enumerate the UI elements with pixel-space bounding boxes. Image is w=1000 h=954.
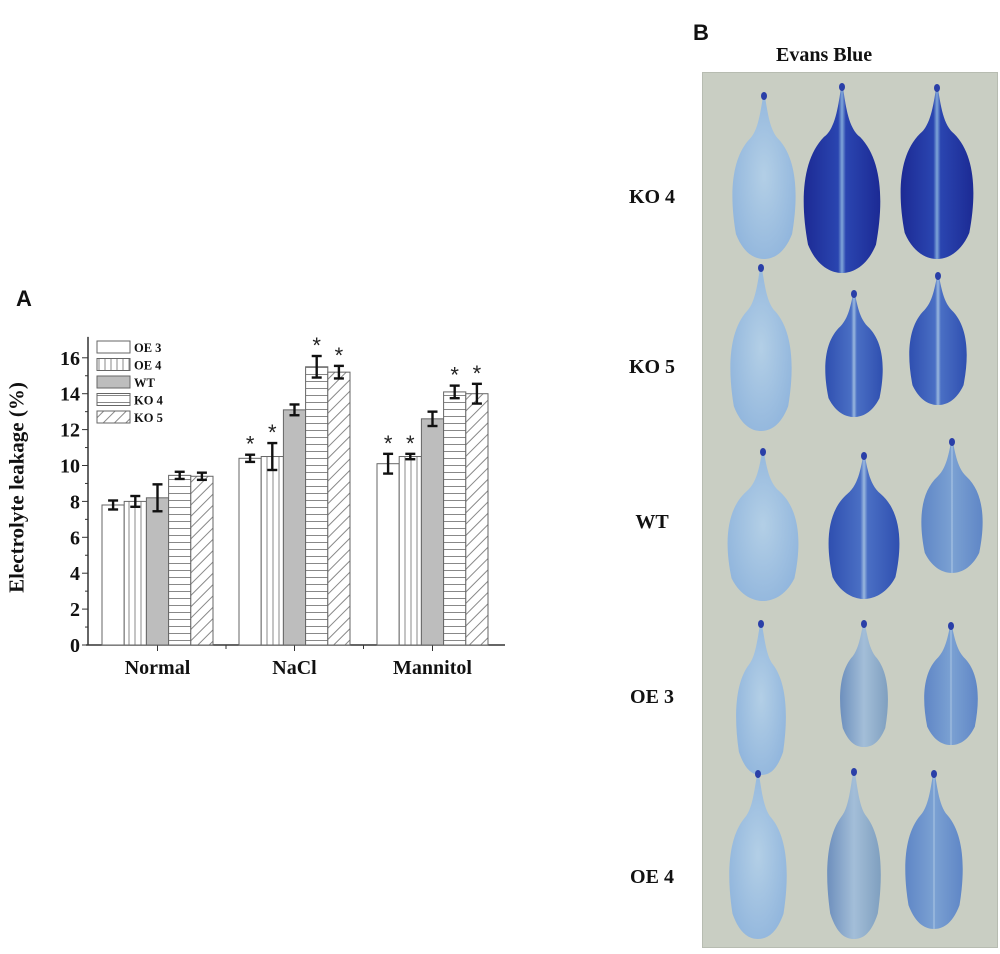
svg-text:4: 4 — [70, 563, 80, 585]
leaf — [727, 449, 799, 601]
row-label-wt: WT — [635, 511, 669, 533]
leaf-tip — [934, 84, 940, 92]
legend-swatch — [96, 393, 131, 406]
svg-text:14: 14 — [60, 384, 80, 406]
legend-label: OE 4 — [134, 359, 162, 373]
x-tick-label: Mannitol — [393, 657, 472, 679]
bar — [305, 366, 329, 646]
leaf — [827, 769, 881, 939]
leaf — [729, 771, 787, 939]
row-label-oe3: OE 3 — [630, 686, 674, 708]
leaf-tip — [948, 622, 954, 630]
leaf-tip — [861, 620, 867, 628]
bar — [190, 475, 214, 646]
legend-swatch — [96, 340, 131, 354]
photo-title: Evans Blue — [776, 44, 873, 66]
leaf-tip — [949, 438, 955, 446]
legend-label: WT — [134, 376, 156, 390]
svg-text:2: 2 — [70, 599, 80, 621]
leaf — [905, 771, 963, 929]
bar — [101, 504, 125, 646]
leaf — [924, 623, 978, 745]
row-label-ko5: KO 5 — [628, 356, 676, 378]
legend-label: KO 4 — [134, 394, 164, 408]
chart-legend: OE 3 OE 4 WT KO 4 KO 5 — [96, 340, 164, 425]
leaf-photo-image — [727, 83, 983, 939]
leaf — [900, 85, 974, 259]
leaf-tip — [851, 768, 857, 776]
legend-label: KO 5 — [134, 411, 163, 425]
svg-text:12: 12 — [60, 420, 80, 442]
x-tick-label: NaCl — [272, 657, 317, 679]
leaf-tip — [758, 264, 764, 272]
bar — [145, 497, 170, 646]
svg-text:8: 8 — [70, 491, 80, 513]
bar — [168, 474, 192, 646]
bar — [238, 457, 262, 646]
leaf-tip — [760, 448, 766, 456]
leaf-tip — [761, 92, 767, 100]
legend-label: OE 3 — [134, 341, 161, 355]
leaf-photo — [702, 72, 998, 948]
leaf — [736, 621, 786, 775]
legend-swatch — [96, 358, 131, 371]
bar — [443, 391, 467, 646]
x-tick-label: Normal — [125, 657, 191, 679]
bar — [123, 500, 147, 646]
bar — [327, 371, 351, 646]
significance-star: * — [473, 361, 482, 386]
significance-star: * — [406, 431, 415, 456]
significance-star: * — [384, 431, 393, 456]
leaf — [909, 273, 967, 405]
leaf-tip — [861, 452, 867, 460]
row-label-ko4: KO 4 — [628, 186, 676, 208]
svg-text:10: 10 — [60, 456, 80, 478]
legend-swatch — [96, 375, 131, 389]
leaf-tip — [851, 290, 857, 298]
bar — [260, 456, 284, 646]
panel-a-label: A — [16, 286, 32, 311]
leaf — [825, 291, 883, 417]
bar — [398, 456, 422, 646]
bar — [376, 463, 400, 646]
chart-axes: 0 2 4 6 8 10 12 14 16 Normal NaCl Mannitol — [60, 336, 505, 679]
leaf — [732, 93, 796, 259]
significance-star: * — [335, 343, 344, 368]
leaf — [840, 621, 888, 747]
leaf-tip — [758, 620, 764, 628]
leaf-tip — [935, 272, 941, 280]
significance-star: * — [450, 363, 459, 388]
leaf — [921, 439, 983, 573]
bar — [282, 409, 307, 646]
panel-b-label: B — [693, 20, 709, 45]
leaf-tip — [755, 770, 761, 778]
leaf-tip — [839, 83, 845, 91]
leaf — [803, 84, 881, 273]
row-label-oe4: OE 4 — [630, 866, 674, 888]
significance-star: * — [268, 420, 277, 445]
leaf — [828, 453, 900, 599]
svg-text:0: 0 — [70, 635, 80, 657]
svg-text:6: 6 — [70, 527, 80, 549]
bar — [420, 418, 445, 646]
significance-star: * — [312, 333, 321, 358]
leaf-tip — [931, 770, 937, 778]
significance-star: * — [246, 432, 255, 457]
bar — [465, 393, 489, 646]
svg-text:16: 16 — [60, 348, 80, 370]
chart-bars: * * * * * * * * — [101, 333, 489, 646]
leaf — [730, 265, 792, 431]
legend-swatch — [96, 410, 131, 424]
